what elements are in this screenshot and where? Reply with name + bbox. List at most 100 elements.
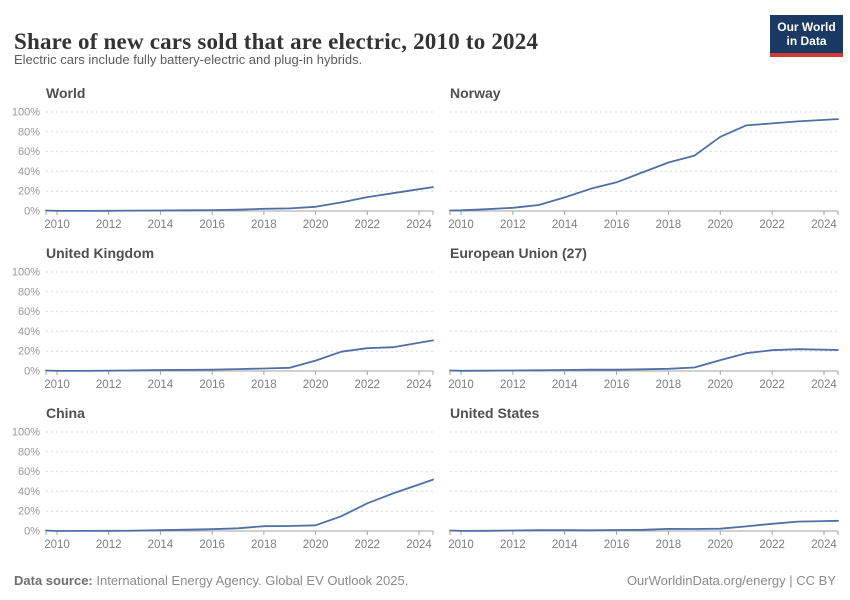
x-axis-label: 2018 (251, 379, 277, 391)
x-axis-label: 2016 (604, 219, 630, 231)
x-axis-label: 2022 (354, 379, 380, 391)
panel-title-european-union: European Union (27) (450, 245, 587, 261)
x-axis-label: 2016 (604, 539, 630, 551)
line-chart-china: 0% 20% 40% 60% 80% 100% 2010 2012 2014 2016 2018 20… (12, 427, 434, 551)
y-axis-label: 20% (18, 506, 40, 518)
chart-footer: Data source: International Energy Agency… (0, 573, 850, 588)
x-axis-label: 2022 (759, 219, 785, 231)
data-source-label: Data source: (14, 573, 93, 588)
y-axis-label: 100% (12, 107, 40, 119)
x-axis-label: 2020 (303, 539, 329, 551)
x-axis-label: 2012 (500, 379, 526, 391)
x-axis-label: 2020 (707, 539, 733, 551)
y-axis-label: 40% (18, 166, 40, 178)
x-axis-label: 2012 (96, 539, 122, 551)
y-axis-label: 60% (18, 466, 40, 478)
data-line (449, 348, 839, 372)
panel-title-china: China (46, 405, 85, 421)
x-axis-label: 2024 (811, 539, 837, 551)
data-line (449, 519, 839, 532)
panel-title-united-kingdom: United Kingdom (46, 245, 155, 261)
line-chart-united-kingdom: 0% 20% 40% 60% 80% 100% 2010 2012 2014 2016 2018 20… (12, 267, 434, 391)
x-axis-label: 2018 (656, 539, 682, 551)
x-axis-label: 2020 (303, 219, 329, 231)
data-line (45, 478, 434, 532)
x-axis-label: 2014 (148, 219, 174, 231)
x-axis-label: 2010 (448, 219, 474, 231)
y-axis-label: 80% (18, 446, 40, 458)
y-axis-label: 80% (18, 126, 40, 138)
y-axis-label: 40% (18, 326, 40, 338)
data-source-text: International Energy Agency. Global EV O… (92, 573, 409, 588)
owid-logo-line1: Our World (777, 20, 836, 34)
panel-title-world: World (46, 85, 86, 101)
x-axis-label: 2014 (148, 379, 174, 391)
y-axis-label: 60% (18, 146, 40, 158)
x-axis-label: 2020 (707, 219, 733, 231)
x-axis-label: 2012 (96, 219, 122, 231)
line-chart-united-states: 2010 2012 2014 2016 2018 2020 2022 2024 (448, 431, 839, 551)
data-line (449, 118, 839, 212)
x-axis-label: 2012 (500, 219, 526, 231)
page-title: Share of new cars sold that are electric… (14, 29, 539, 55)
owid-logo-line2: in Data (786, 34, 827, 49)
panel-title-united-states: United States (450, 405, 540, 421)
panel-title-norway: Norway (450, 85, 501, 101)
x-axis-label: 2010 (44, 539, 70, 551)
x-axis-label: 2010 (44, 379, 70, 391)
x-axis-label: 2016 (604, 379, 630, 391)
panel-norway: Norway 2010 2012 2014 2016 2018 2020 2022 2024 (435, 80, 850, 240)
footer-attribution: OurWorldinData.org/energy | CC BY (626, 573, 836, 588)
y-axis-label: 0% (24, 366, 40, 378)
x-axis-label: 2014 (148, 539, 174, 551)
x-axis-label: 2014 (552, 219, 578, 231)
x-axis-label: 2018 (656, 379, 682, 391)
data-line (45, 186, 434, 212)
data-source-note: Data source: International Energy Agency… (14, 573, 408, 588)
line-chart-world: 0% 20% 40% 60% 80% 100% 2010 2012 2014 2016 2018 20… (12, 107, 434, 231)
panel-united-kingdom: United Kingdom 0% 20% 40% 60% 80% 100% 2010 201… (0, 240, 435, 400)
x-axis-label: 2014 (552, 379, 578, 391)
panel-china: China 0% 20% 40% 60% 80% 100% 2010 2012 2014 2016… (0, 400, 435, 560)
x-axis-label: 2016 (199, 379, 225, 391)
x-axis-label: 2022 (354, 539, 380, 551)
x-axis-label: 2024 (406, 219, 432, 231)
x-axis-label: 2018 (656, 219, 682, 231)
y-axis-label: 0% (24, 206, 40, 218)
x-axis-label: 2022 (759, 379, 785, 391)
y-axis-label: 20% (18, 346, 40, 358)
x-axis-label: 2024 (406, 539, 432, 551)
x-axis-label: 2016 (199, 219, 225, 231)
line-chart-european-union: 2010 2012 2014 2016 2018 2020 2022 2024 (448, 271, 839, 391)
page-subtitle: Electric cars include fully battery-elec… (14, 52, 363, 67)
y-axis-label: 20% (18, 186, 40, 198)
y-axis-label: 100% (12, 267, 40, 279)
x-axis-label: 2020 (303, 379, 329, 391)
x-axis-label: 2018 (251, 219, 277, 231)
x-axis-label: 2010 (448, 379, 474, 391)
x-axis-label: 2018 (251, 539, 277, 551)
x-axis-label: 2014 (552, 539, 578, 551)
y-axis-label: 100% (12, 427, 40, 439)
x-axis-label: 2010 (448, 539, 474, 551)
panel-world: World 0% 20% 40% 60% 80% 100% 2010 2012 2014 2016… (0, 80, 435, 240)
owid-logo[interactable]: Our World in Data (770, 15, 843, 57)
x-axis-label: 2020 (707, 379, 733, 391)
x-axis-label: 2024 (406, 379, 432, 391)
x-axis-label: 2012 (96, 379, 122, 391)
y-axis-label: 40% (18, 486, 40, 498)
panel-european-union: European Union (27) 2010 2012 2014 2016 2018… (435, 240, 850, 400)
y-axis-label: 60% (18, 306, 40, 318)
data-line (45, 339, 434, 372)
panel-united-states: United States 2010 2012 2014 2016 2018 2020 20… (435, 400, 850, 560)
x-axis-label: 2016 (199, 539, 225, 551)
line-chart-norway: 2010 2012 2014 2016 2018 2020 2022 2024 (448, 111, 839, 231)
x-axis-label: 2022 (759, 539, 785, 551)
x-axis-label: 2012 (500, 539, 526, 551)
x-axis-label: 2022 (354, 219, 380, 231)
y-axis-label: 0% (24, 526, 40, 538)
x-axis-label: 2024 (811, 219, 837, 231)
x-axis-label: 2010 (44, 219, 70, 231)
x-axis-label: 2024 (811, 379, 837, 391)
